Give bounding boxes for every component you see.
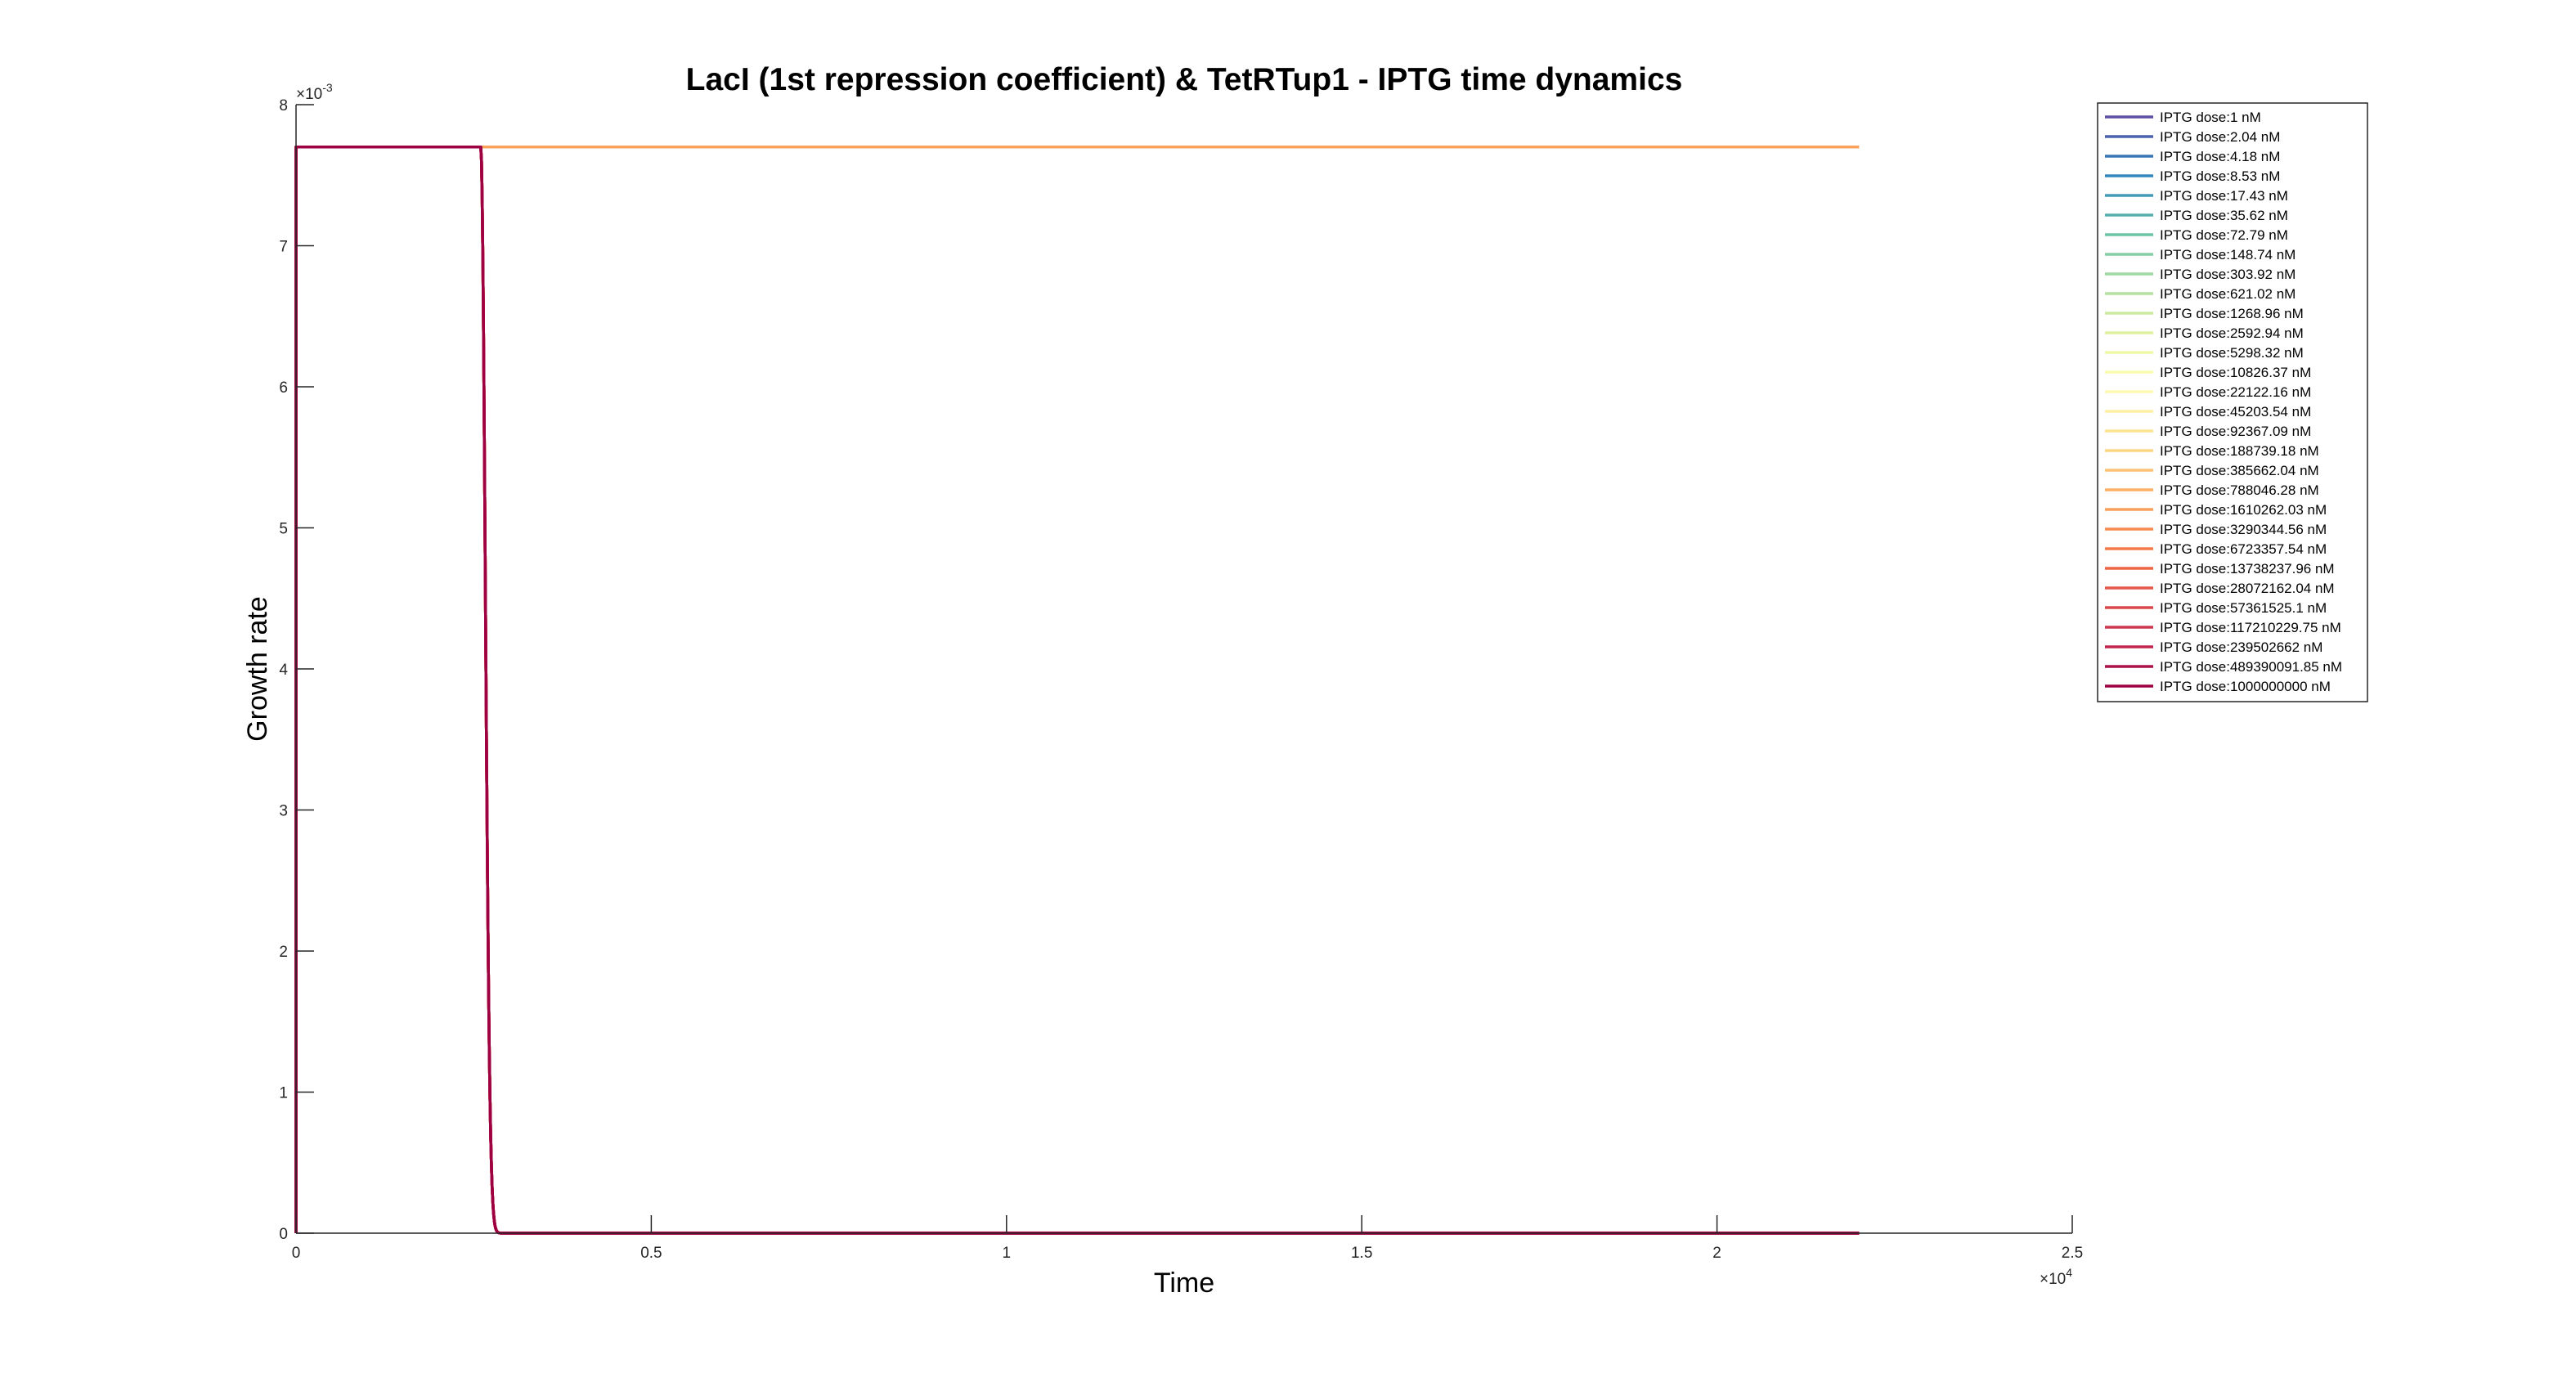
- y-tick-label: 7: [279, 239, 288, 256]
- legend-entry: IPTG dose:4.18 nM: [2160, 149, 2280, 164]
- legend-entry: IPTG dose:1 nM: [2160, 110, 2261, 125]
- legend-entry: IPTG dose:5298.32 nM: [2160, 345, 2304, 361]
- legend-entry: IPTG dose:6723357.54 nM: [2160, 541, 2327, 557]
- legend-entry: IPTG dose:148.74 nM: [2160, 247, 2296, 262]
- plot-area: [296, 105, 2072, 1233]
- legend-entry: IPTG dose:188739.18 nM: [2160, 443, 2319, 459]
- x-tick-label: 0.5: [640, 1245, 662, 1262]
- legend-entry: IPTG dose:788046.28 nM: [2160, 482, 2319, 498]
- legend-box: [2097, 102, 2368, 702]
- y-tick-label: 4: [279, 662, 288, 679]
- y-tick-label: 1: [279, 1085, 288, 1102]
- legend-entry: IPTG dose:1610262.03 nM: [2160, 502, 2327, 518]
- legend: IPTG dose:1 nM IPTG dose:2.04 nM IPTG dose…: [2097, 102, 2368, 702]
- y-tick-label: 8: [279, 97, 288, 114]
- x-tick-label: 0: [292, 1245, 301, 1262]
- x-axis-label: Time: [1154, 1268, 1214, 1299]
- y-tick-label: 5: [279, 521, 288, 538]
- x-tick-label: 1.5: [1351, 1245, 1372, 1262]
- legend-entry: IPTG dose:57361525.1 nM: [2160, 600, 2327, 616]
- legend-entry: IPTG dose:303.92 nM: [2160, 267, 2296, 282]
- legend-entry: IPTG dose:28072162.04 nM: [2160, 581, 2335, 596]
- legend-entry: IPTG dose:489390091.85 nM: [2160, 659, 2342, 675]
- legend-entry: IPTG dose:3290344.56 nM: [2160, 522, 2327, 537]
- legend-items: IPTG dose:1 nM IPTG dose:2.04 nM IPTG dose…: [2105, 110, 2342, 694]
- y-tick-label: 3: [279, 803, 288, 820]
- legend-entry: IPTG dose:10826.37 nM: [2160, 365, 2311, 380]
- x-tick-label: 2.5: [2062, 1245, 2083, 1262]
- legend-entry: IPTG dose:621.02 nM: [2160, 286, 2296, 302]
- legend-entry: IPTG dose:72.79 nM: [2160, 227, 2288, 243]
- legend-entry: IPTG dose:1268.96 nM: [2160, 306, 2304, 321]
- legend-entry: IPTG dose:8.53 nM: [2160, 168, 2280, 184]
- legend-entry: IPTG dose:17.43 nM: [2160, 188, 2288, 204]
- x-axis-exponent: ×104: [2040, 1266, 2072, 1288]
- y-axis-exponent: ×10-3: [296, 81, 333, 103]
- y-tick-label: 6: [279, 379, 288, 397]
- legend-entry: IPTG dose:35.62 nM: [2160, 208, 2288, 223]
- legend-entry: IPTG dose:2592.94 nM: [2160, 325, 2304, 341]
- legend-entry: IPTG dose:1000000000 nM: [2160, 679, 2331, 694]
- legend-entry: IPTG dose:13738237.96 nM: [2160, 561, 2335, 577]
- legend-entry: IPTG dose:22122.16 nM: [2160, 384, 2311, 400]
- y-axis-label: Growth rate: [242, 596, 273, 742]
- legend-entry: IPTG dose:117210229.75 nM: [2160, 620, 2341, 635]
- chart-title: LacI (1st repression coefficient) & TetR…: [686, 62, 1683, 97]
- y-tick-label: 0: [279, 1226, 288, 1243]
- x-tick-label: 1: [1003, 1245, 1012, 1262]
- y-tick-label: 2: [279, 944, 288, 961]
- ticks-layer: 0 0.5 1 1.5 2 2.5 0 1 2 3 4 5 6 7 8: [279, 97, 2083, 1262]
- legend-entry: IPTG dose:2.04 nM: [2160, 129, 2280, 145]
- legend-entry: IPTG dose:45203.54 nM: [2160, 404, 2311, 420]
- legend-entry: IPTG dose:92367.09 nM: [2160, 424, 2311, 439]
- legend-entry: IPTG dose:239502662 nM: [2160, 639, 2322, 655]
- x-tick-label: 2: [1712, 1245, 1721, 1262]
- legend-entry: IPTG dose:385662.04 nM: [2160, 463, 2319, 478]
